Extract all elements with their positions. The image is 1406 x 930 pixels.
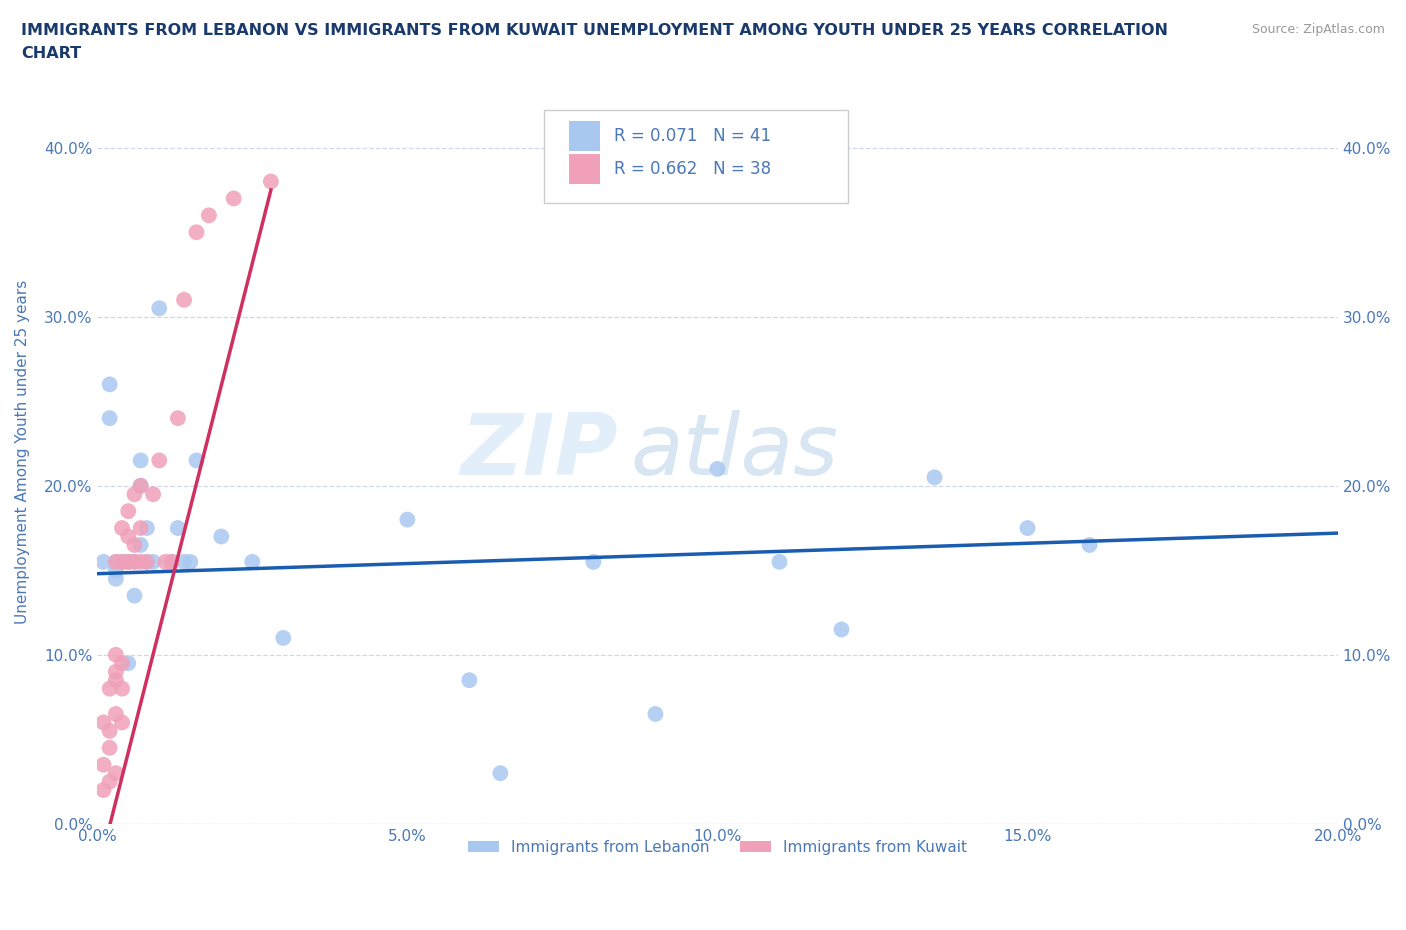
Text: R = 0.662   N = 38: R = 0.662 N = 38 [614, 160, 772, 179]
Point [142, 486, 165, 501]
FancyBboxPatch shape [568, 154, 599, 184]
Point [111, 681, 134, 696]
Point [135, 521, 157, 536]
Text: CHART: CHART [21, 46, 82, 61]
Point [104, 554, 127, 569]
Point [93, 715, 115, 730]
Point [104, 707, 127, 722]
Point [124, 538, 146, 552]
Point [104, 672, 127, 687]
Point [111, 521, 134, 536]
Point [706, 461, 728, 476]
Point [271, 631, 294, 645]
FancyBboxPatch shape [544, 110, 848, 203]
Point [98, 774, 121, 789]
Point [93, 757, 115, 772]
Point [98, 681, 121, 696]
Point [93, 783, 115, 798]
Point [209, 529, 232, 544]
Point [1078, 538, 1101, 552]
Point [173, 292, 195, 307]
Point [104, 765, 127, 780]
Point [124, 554, 146, 569]
Point [129, 478, 152, 493]
Point [124, 486, 146, 501]
Point [129, 538, 152, 552]
Point [111, 656, 134, 671]
Point [186, 453, 208, 468]
Text: atlas: atlas [631, 410, 838, 494]
Point [117, 554, 139, 569]
Point [104, 571, 127, 586]
Point [830, 622, 852, 637]
Point [489, 765, 512, 780]
Point [768, 554, 790, 569]
Point [117, 554, 139, 569]
Point [129, 521, 152, 536]
Y-axis label: Unemployment Among Youth under 25 years: Unemployment Among Youth under 25 years [15, 280, 30, 624]
Text: IMMIGRANTS FROM LEBANON VS IMMIGRANTS FROM KUWAIT UNEMPLOYMENT AMONG YOUTH UNDER: IMMIGRANTS FROM LEBANON VS IMMIGRANTS FR… [21, 23, 1168, 38]
Point [124, 554, 146, 569]
Point [117, 554, 139, 569]
Point [135, 554, 157, 569]
FancyBboxPatch shape [568, 121, 599, 151]
Point [117, 529, 139, 544]
Point [155, 554, 177, 569]
Text: R = 0.071   N = 41: R = 0.071 N = 41 [614, 126, 772, 145]
Point [240, 554, 263, 569]
Point [129, 554, 152, 569]
Point [186, 225, 208, 240]
Point [167, 411, 190, 426]
Point [104, 647, 127, 662]
Point [117, 554, 139, 569]
Point [179, 554, 201, 569]
Text: Source: ZipAtlas.com: Source: ZipAtlas.com [1251, 23, 1385, 36]
Point [111, 715, 134, 730]
Legend: Immigrants from Lebanon, Immigrants from Kuwait: Immigrants from Lebanon, Immigrants from… [463, 833, 973, 861]
Point [167, 521, 190, 536]
Point [148, 301, 170, 316]
Point [142, 554, 165, 569]
Point [98, 724, 121, 738]
Point [582, 554, 605, 569]
Point [98, 411, 121, 426]
Point [124, 589, 146, 604]
Point [458, 672, 481, 687]
Point [644, 707, 666, 722]
Point [104, 554, 127, 569]
Point [260, 174, 283, 189]
Point [924, 470, 946, 485]
Point [111, 554, 134, 569]
Point [160, 554, 183, 569]
Point [98, 377, 121, 392]
Point [104, 664, 127, 679]
Point [173, 554, 195, 569]
Point [98, 740, 121, 755]
Point [104, 563, 127, 578]
Point [129, 453, 152, 468]
Point [111, 554, 134, 569]
Text: ZIP: ZIP [461, 410, 619, 494]
Point [1017, 521, 1039, 536]
Point [148, 453, 170, 468]
Point [396, 512, 419, 527]
Point [111, 554, 134, 569]
Point [222, 191, 245, 206]
Point [198, 208, 221, 223]
Point [160, 554, 183, 569]
Point [117, 656, 139, 671]
Point [135, 554, 157, 569]
Point [129, 478, 152, 493]
Point [117, 504, 139, 519]
Point [93, 554, 115, 569]
Point [111, 554, 134, 569]
